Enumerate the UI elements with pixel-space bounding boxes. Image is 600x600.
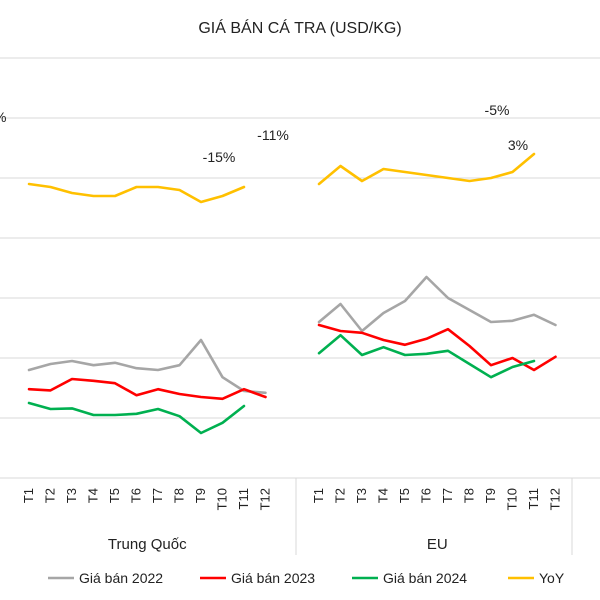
x-tick-label: T8 [462,488,477,503]
legend-label: Giá bán 2023 [231,570,315,586]
series-line-1-group-2 [317,275,557,333]
x-tick-label: T5 [397,488,412,503]
x-tick-label: T10 [505,488,520,510]
series-line-4-group-2 [317,152,536,186]
x-tick-label: T11 [236,488,251,509]
x-tick-label: T1 [21,488,36,503]
x-tick-label: T9 [193,488,208,503]
group-dividers [295,478,573,555]
gridlines [0,57,600,479]
x-tick-label: T6 [419,488,434,503]
x-tick-label: T3 [64,488,79,503]
x-tick-label: T6 [129,488,144,503]
series-line-3-group-1 [27,401,246,435]
legend-label: Giá bán 2022 [79,570,163,586]
data-label-yoy: -11% [257,127,289,143]
legend-label: YoY [539,570,565,586]
legend: Giá bán 2022 Giá bán 2023 Giá bán 2024 YoY [48,570,565,586]
group-label: EU [427,536,448,553]
x-tick-label: T3 [354,488,369,503]
x-tick-label: T1 [311,488,326,503]
data-label-yoy: 3% [508,137,528,153]
x-tick-label: T5 [107,488,122,503]
x-tick-label: T4 [376,488,391,503]
x-tick-labels: T1 T2 T3 T4 T5 T6 T7 T8 T9 T10 T11 T12 T1 T2 T3 T4 T5 T6 T… [21,488,563,510]
series-line-2-group-1 [27,377,267,401]
x-tick-label: T11 [526,488,541,509]
x-tick-label: T8 [172,488,187,503]
x-tick-label: T4 [86,488,101,503]
legend-label: Giá bán 2024 [383,570,467,586]
x-tick-label: T7 [440,488,455,503]
data-label-yoy: -5% [485,102,510,118]
series-lines [27,152,557,435]
series-line-4-group-1 [27,182,246,204]
x-tick-label: T12 [548,488,563,510]
annotations: % -15% -11% -5% 3% [0,102,528,165]
x-tick-label: T2 [43,488,58,503]
chart-title: GIÁ BÁN CÁ TRA (USD/KG) [198,18,401,37]
group-labels: Trung Quốc EU [108,536,448,553]
series-line-1-group-1 [27,338,267,395]
x-tick-label: T7 [150,488,165,503]
data-label-yoy: % [0,109,6,125]
x-tick-label: T10 [215,488,230,510]
group-label: Trung Quốc [108,536,187,553]
x-tick-label: T12 [258,488,273,510]
data-label-yoy: -15% [203,149,236,165]
series-line-2-group-2 [317,323,557,372]
x-tick-label: T9 [483,488,498,503]
x-tick-label: T2 [333,488,348,503]
series-line-3-group-2 [317,333,536,379]
